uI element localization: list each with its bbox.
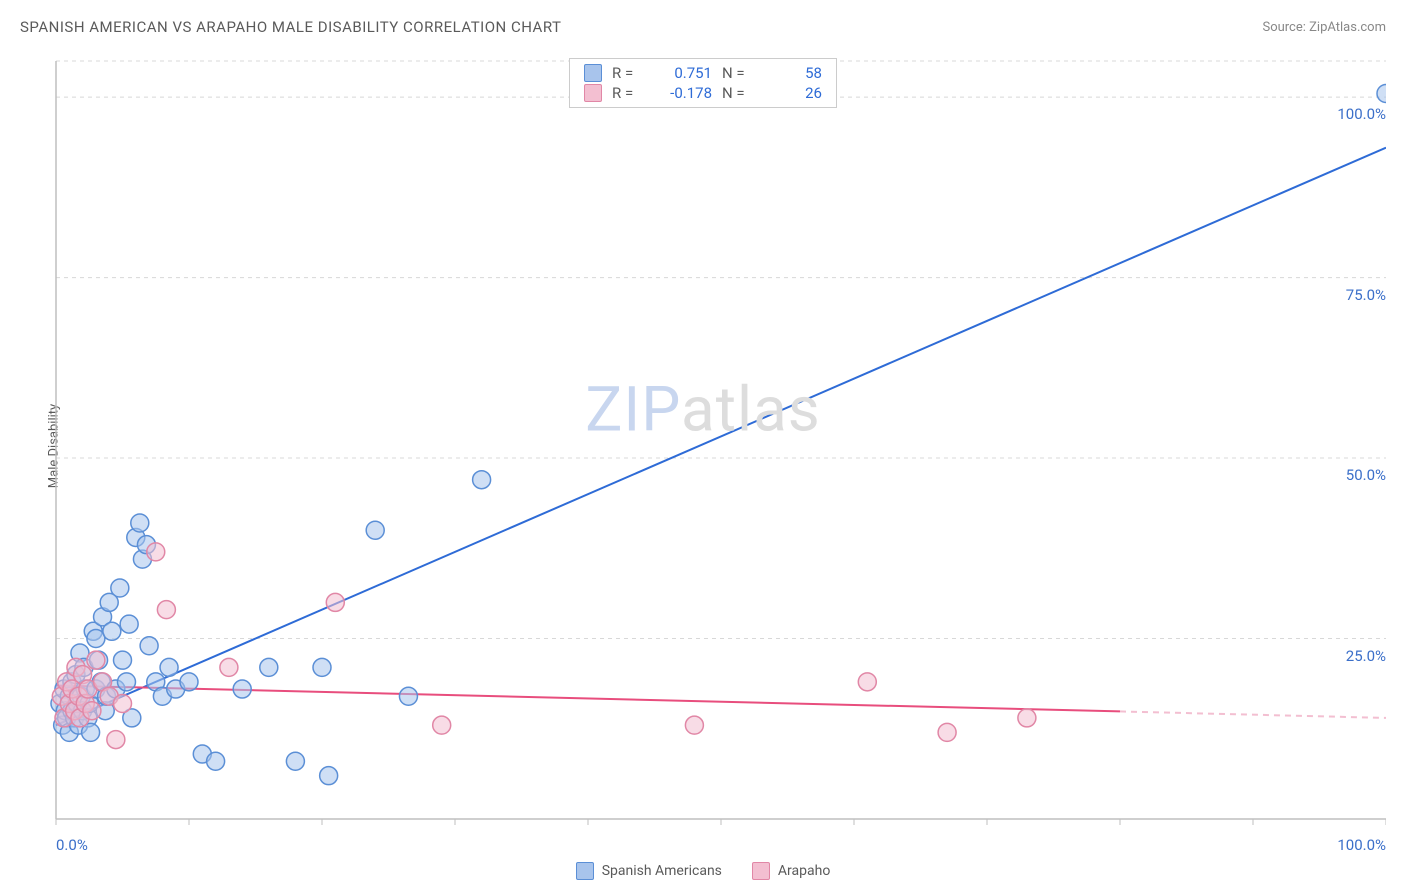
source-label: Source: ZipAtlas.com	[1262, 20, 1386, 35]
x-tick-label: 100.0%	[1337, 836, 1386, 854]
y-tick-label: 25.0%	[1346, 647, 1386, 665]
x-tick-label: 0.0%	[56, 836, 88, 854]
chart-container: SPANISH AMERICAN VS ARAPAHO MALE DISABIL…	[0, 0, 1406, 892]
scatter-plot-svg	[50, 55, 1386, 825]
bottom-legend-label-1: Spanish Americans	[602, 863, 722, 879]
source-prefix: Source:	[1262, 20, 1309, 35]
legend-r-value-2: -0.178	[654, 84, 712, 102]
legend-swatch-2	[584, 84, 602, 102]
legend-row-2: R = -0.178 N = 26	[584, 83, 822, 103]
legend-r-label-2: R =	[612, 84, 644, 102]
legend-n-value-2: 26	[764, 84, 822, 102]
bottom-legend: Spanish Americans Arapaho	[0, 862, 1406, 880]
correlation-legend: R = 0.751 N = 58 R = -0.178 N = 26	[569, 58, 837, 108]
source-link[interactable]: ZipAtlas.com	[1309, 20, 1386, 35]
legend-n-label-1: N =	[722, 64, 754, 82]
plot-area	[50, 55, 1386, 825]
legend-r-label-1: R =	[612, 64, 644, 82]
y-tick-label: 75.0%	[1346, 286, 1386, 304]
y-tick-label: 50.0%	[1346, 466, 1386, 484]
bottom-swatch-1	[576, 862, 594, 880]
bottom-legend-label-2: Arapaho	[778, 863, 830, 879]
legend-n-value-1: 58	[764, 64, 822, 82]
bottom-legend-item-2: Arapaho	[752, 862, 830, 880]
chart-title: SPANISH AMERICAN VS ARAPAHO MALE DISABIL…	[20, 18, 561, 36]
legend-r-value-1: 0.751	[654, 64, 712, 82]
legend-swatch-1	[584, 64, 602, 82]
bottom-swatch-2	[752, 862, 770, 880]
bottom-legend-item-1: Spanish Americans	[576, 862, 722, 880]
legend-row-1: R = 0.751 N = 58	[584, 63, 822, 83]
title-bar: SPANISH AMERICAN VS ARAPAHO MALE DISABIL…	[20, 18, 1386, 36]
legend-n-label-2: N =	[722, 84, 754, 102]
y-tick-label: 100.0%	[1337, 105, 1386, 123]
